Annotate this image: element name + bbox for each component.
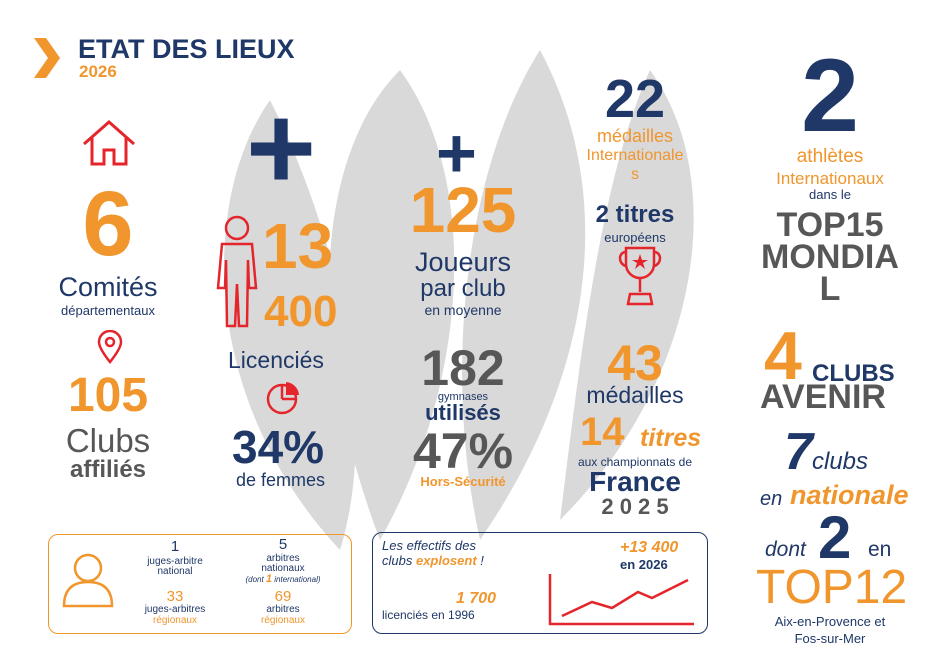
arb-national-label-b: nationaux [261,563,305,574]
en2-label: en [868,538,892,561]
internationales-s: s [631,166,639,183]
joueurs-label: Joueurs [414,247,512,277]
arb-regional-label-b: régionaux [261,615,305,626]
licencies-hundreds: 400 [264,287,338,336]
ref-regional-label-a: juges-arbitres [144,604,206,615]
top15-label: TOP15 [776,206,884,244]
plus-sign-2: + [436,114,477,192]
comites-label: Comités [58,272,158,302]
internationales-label: Internationale [586,147,684,164]
arb-regional-count: 69 [274,588,292,605]
effectifs-text-line1: Les effectifs des [382,538,476,553]
internationaux-label: Internationaux [776,169,884,188]
leaf-center-right [462,50,586,540]
gymnases-count: 182 [421,340,505,396]
medailles2-label: médailles [586,382,684,408]
femmes-percent: 34% [232,421,325,473]
leaf-center-left [329,70,455,540]
france-year: 2 0 2 5 [601,494,669,519]
person-icon [216,215,258,328]
licencies-2026-label: en 2026 [620,557,668,572]
dont-label: dont [765,538,806,561]
arb-national-label-a: arbitres [266,553,300,564]
licencies-2026-increase: +13 400 [620,539,679,556]
clubs-nationale-clubs: clubs [812,448,869,475]
titres-europeens-count: 2 titres [595,201,675,228]
pie-chart-icon [266,382,299,415]
medailles-france-count: 43 [607,335,663,391]
athletes-count: 2 [801,38,859,154]
plus-sign-1: + [246,81,317,215]
medailles-internationales-count: 22 [604,69,666,129]
femmes-label: de femmes [236,470,326,490]
en-moyenne-label: en moyenne [424,302,502,318]
europeens-label: européens [604,230,666,245]
effectifs-box [372,532,708,634]
trophy-icon [618,246,662,306]
dans-le-label: dans le [809,187,851,202]
ref-national-label-b: national [157,566,193,577]
mondial-label: MONDIA [761,238,899,276]
location-pin-icon [97,330,123,364]
licencies-1996-count: 1 700 [456,590,497,607]
joueurs-count: 125 [409,174,517,246]
chevron-icon [34,38,60,78]
arb-international-note: (dont 1 international) [245,573,321,585]
hors-securite-label: Hors-Sécurité [420,474,506,489]
house-icon [83,120,135,166]
utilises-label: utilisés [425,400,501,425]
par-club-label: par club [420,275,506,302]
cities-line1: Aix-en-Provence et [774,614,886,629]
clubs-avenir-clubs: CLUBS [812,360,895,387]
clubs-avenir-count: 4 [764,318,802,394]
comites-count: 6 [82,173,134,275]
departementaux-label: départementaux [61,303,155,318]
leaf-left [224,100,356,550]
clubs-label: Clubs [65,422,151,459]
ref-national-label-a: juges-arbitre [147,556,203,567]
mondial-l: L [819,270,841,308]
athletes-label: athlètes [796,146,864,167]
ref-national-count: 1 [170,538,180,555]
cities-line2: Fos-sur-Mer [794,631,866,646]
titres-france-count: 14 [580,410,625,454]
arb-national-count: 5 [278,536,288,553]
ref-regional-count: 33 [166,588,184,605]
championnats-label: aux championnats de [577,455,693,469]
clubs-nationale-count: 7 [784,423,813,481]
medailles-label: médailles [596,126,674,146]
titres-label: titres [640,424,702,452]
page-year: 2026 [79,62,117,81]
user-silhouette-icon [62,553,114,608]
effectifs-text-line2: clubs explosent ! [382,553,484,568]
hors-securite-percent: 47% [412,423,514,479]
leaf-right [560,70,694,520]
licencies-1996-label: licenciés en 1996 [382,608,475,622]
top12-label: TOP12 [756,561,908,614]
top12-count: 2 [818,504,852,571]
nationale-label: nationale [790,480,909,510]
clubs-avenir-label: AVENIR [760,378,886,416]
licencies-thousands: 13 [262,210,334,282]
clubs-count: 105 [67,369,149,422]
arb-regional-label-a: arbitres [266,604,300,615]
affilies-label: affiliés [69,456,147,483]
growth-line-chart-icon [548,574,694,626]
ref-regional-label-b: régionaux [153,615,197,626]
gymnases-label: gymnases [437,391,489,403]
licencies-label: Licenciés [228,347,324,373]
france-label: France [589,466,681,497]
page-title: ETAT DES LIEUX [78,34,295,64]
en-label: en [760,488,783,510]
referees-box [48,534,352,634]
